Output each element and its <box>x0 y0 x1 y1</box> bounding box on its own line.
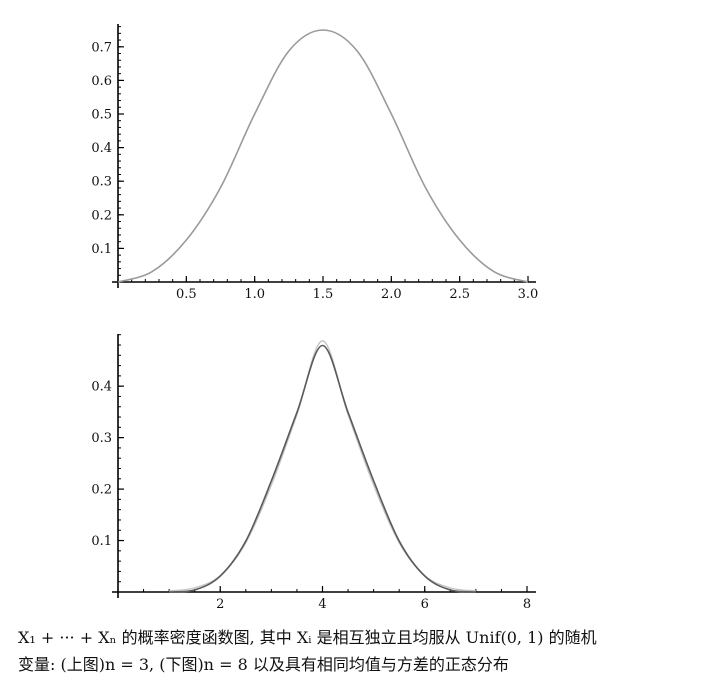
x-tick-label: 8 <box>523 597 531 612</box>
y-tick-label: 0.6 <box>91 74 112 89</box>
y-tick-label: 0.3 <box>91 175 112 190</box>
caption-line-2: 变量: (上图)n = 3, (下图)n = 8 以及具有相同均值与方差的正态分… <box>18 655 509 674</box>
density-chart-n3: 0.1 0.2 0.3 0.4 0.5 0.6 0.7 0.5 1.0 1.5 2.0 2.5 3.0 <box>91 24 538 302</box>
density-curve <box>169 344 476 593</box>
x-tick-label: 2.0 <box>381 287 402 302</box>
y-tick-label: 0.1 <box>91 242 112 257</box>
y-tick-label: 0.2 <box>91 208 112 223</box>
density-curve <box>169 340 476 592</box>
x-tick-label: 2.5 <box>449 287 470 302</box>
x-tick-label: 2 <box>216 597 224 612</box>
density-plots: 0.10.20.30.40.50.60.70.5 1.0 1.5 2.0 2.5 3.0 … <box>91 24 538 612</box>
density-curve <box>117 29 529 283</box>
density-chart-n8: 0.1 0.2 0.3 0.4 2 4 6 8 <box>91 334 536 612</box>
x-tick-label: 3.0 <box>518 287 539 302</box>
x-tick-label: 0.5 <box>176 287 197 302</box>
x-tick-label: 1.0 <box>244 287 265 302</box>
x-tick-label: 6 <box>421 597 429 612</box>
y-tick-label: 0.7 <box>91 40 112 55</box>
x-tick-label: 1.5 <box>313 287 334 302</box>
y-tick-label: 0.4 <box>91 380 112 395</box>
x-tick-label: 4 <box>318 597 326 612</box>
y-tick-label: 0.5 <box>91 108 112 123</box>
y-tick-label: 0.1 <box>91 534 112 549</box>
figure-caption: X₁ + ··· + Xₙ 的概率密度函数图, 其中 Xᵢ 是相互独立且均服从 … <box>18 624 718 678</box>
y-tick-label: 0.3 <box>91 431 112 446</box>
caption-line-1: X₁ + ··· + Xₙ 的概率密度函数图, 其中 Xᵢ 是相互独立且均服从 … <box>18 628 597 647</box>
y-tick-label: 0.4 <box>91 141 112 156</box>
y-tick-label: 0.2 <box>91 483 112 498</box>
